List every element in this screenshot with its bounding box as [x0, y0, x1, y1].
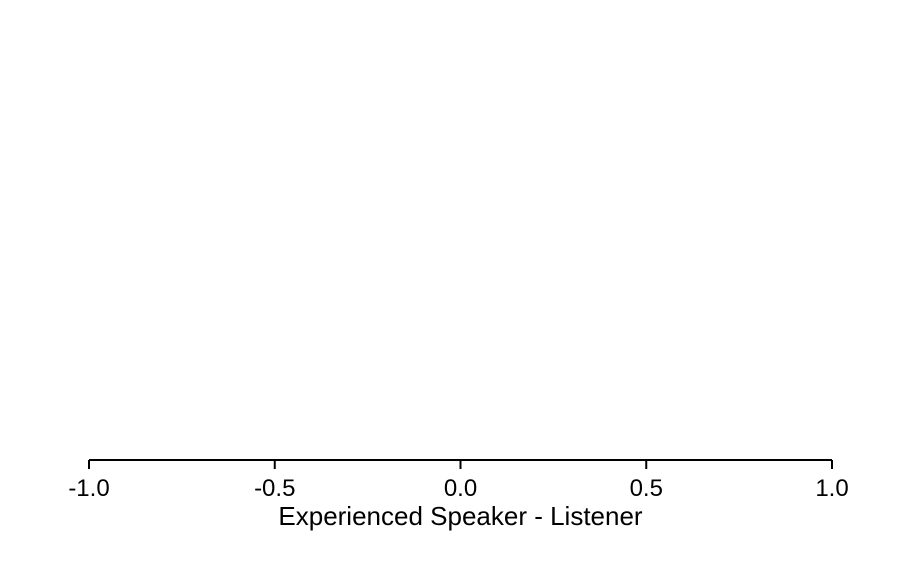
x-tick-label: -0.5 — [254, 475, 295, 502]
x-tick-label: 0.0 — [444, 475, 477, 502]
x-axis-title: Experienced Speaker - Listener — [278, 501, 643, 531]
x-tick-label: -1.0 — [68, 475, 109, 502]
x-axis: -1.0 -0.5 0.0 0.5 1.0 — [68, 459, 849, 502]
x-tick-label: 1.0 — [815, 475, 848, 502]
x-tick-label: 0.5 — [630, 475, 663, 502]
x-ticks: -1.0 -0.5 0.0 0.5 1.0 — [68, 460, 849, 502]
